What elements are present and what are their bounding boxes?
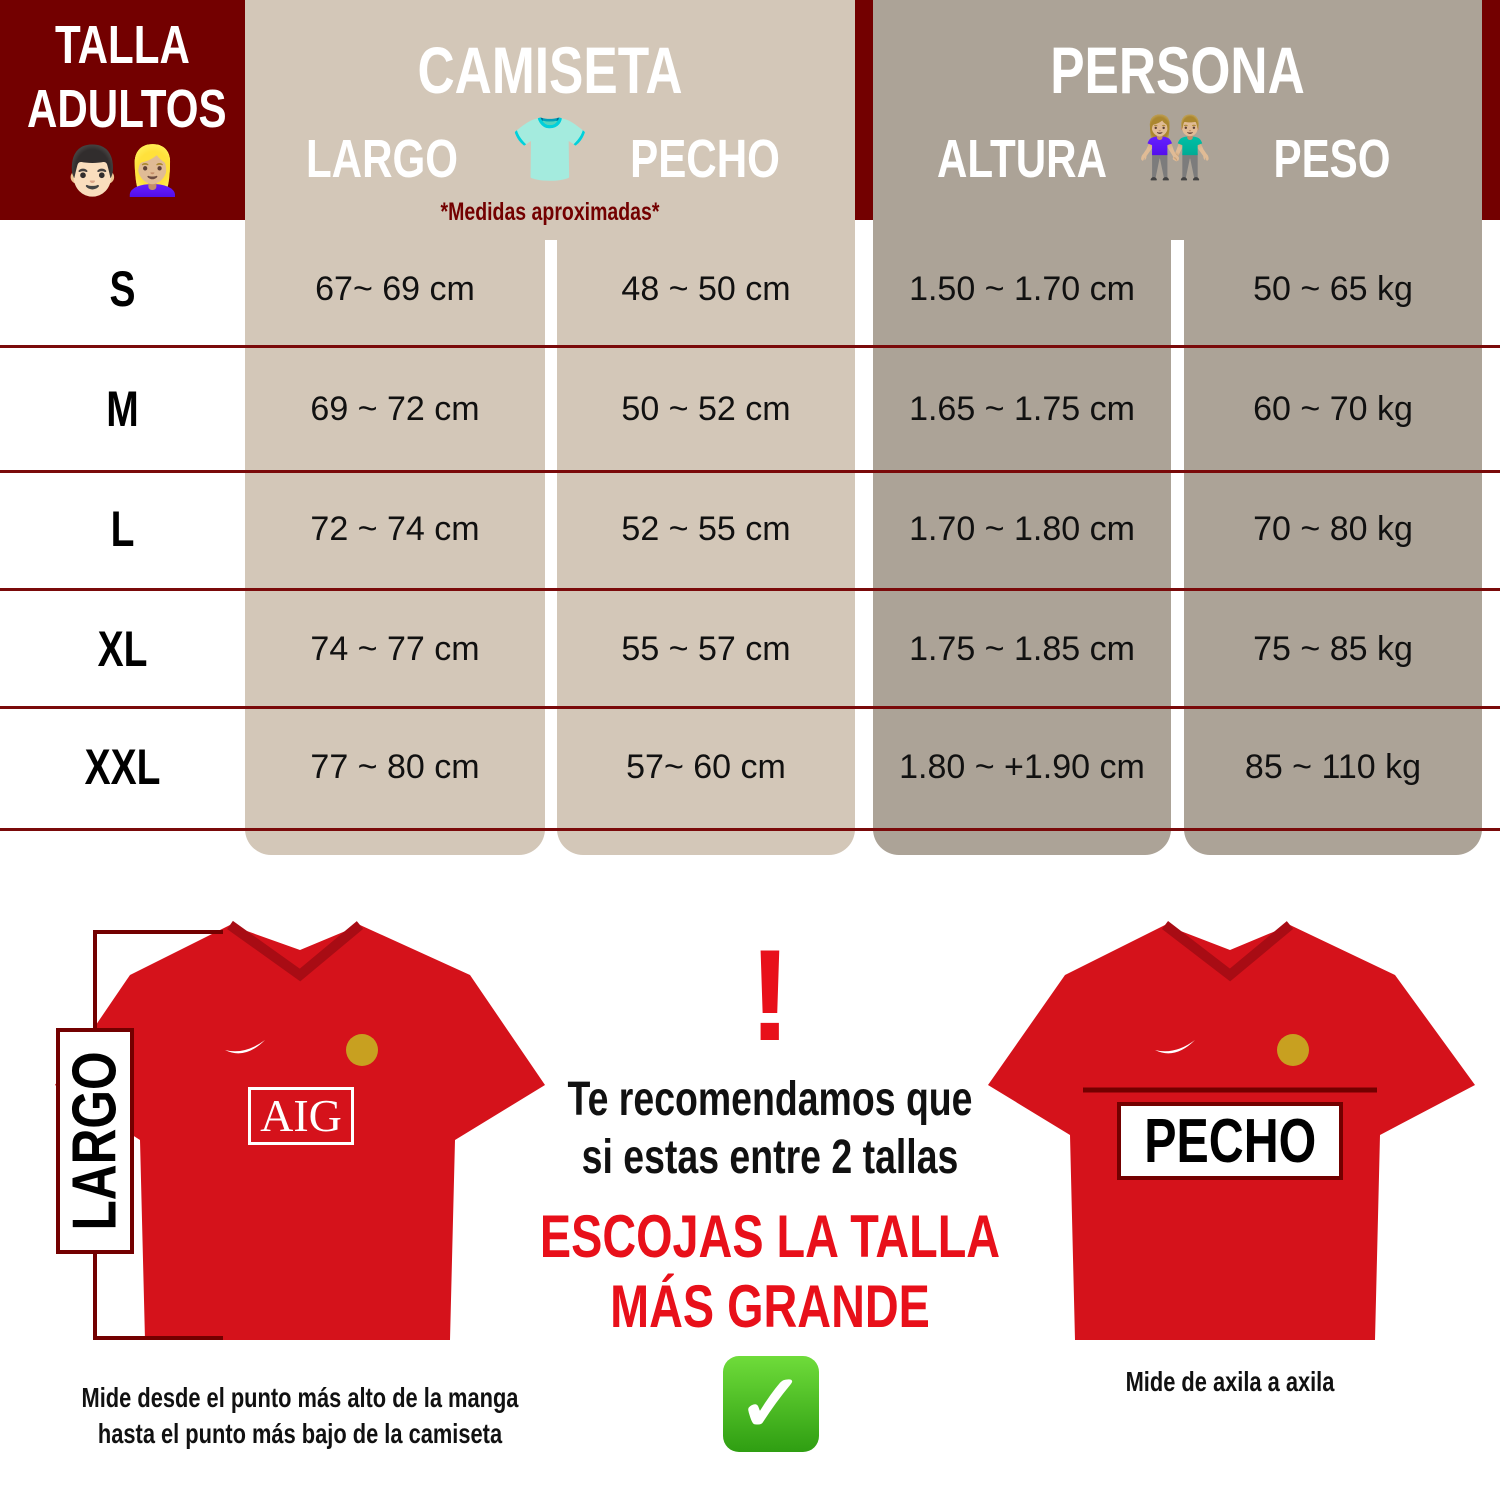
- cell-largo: 72 ~ 74 cm: [310, 510, 480, 548]
- row-divider: [0, 470, 1500, 473]
- cell-largo: 74 ~ 77 cm: [310, 630, 480, 668]
- cell-altura: 1.70 ~ 1.80 cm: [909, 510, 1135, 548]
- persona-title: PERSONA: [1050, 33, 1305, 107]
- peso-header: PESO: [1273, 129, 1391, 189]
- highlight-line-2: MÁS GRANDE: [610, 1273, 930, 1340]
- altura-column: [873, 230, 1171, 855]
- row-divider: [0, 588, 1500, 591]
- pecho-header: PECHO: [630, 129, 780, 189]
- adults-emoji: 👨🏻👱🏼‍♀️: [62, 145, 183, 198]
- highlight-line-1: ESCOJAS LA TALLA: [539, 1203, 1001, 1270]
- cell-pecho: 50 ~ 52 cm: [621, 390, 791, 428]
- cell-largo: 77 ~ 80 cm: [310, 748, 480, 786]
- largo-label: LARGO: [60, 1051, 130, 1231]
- largo-caption-2: hasta el punto más bajo de la camiseta: [97, 1418, 503, 1449]
- title-line-2: ADULTOS: [26, 79, 227, 139]
- cell-peso: 75 ~ 85 kg: [1253, 630, 1413, 668]
- pecho-label: PECHO: [1144, 1106, 1316, 1176]
- cell-peso: 60 ~ 70 kg: [1253, 390, 1413, 428]
- largo-caption-1: Mide desde el punto más alto de la manga: [81, 1382, 519, 1413]
- pecho-caption: Mide de axila a axila: [1125, 1366, 1335, 1397]
- cell-altura: 1.65 ~ 1.75 cm: [909, 390, 1135, 428]
- altura-header: ALTURA: [936, 129, 1107, 189]
- camiseta-header: [245, 0, 855, 240]
- title-line-1: TALLA: [55, 15, 190, 75]
- largo-column: [245, 230, 545, 855]
- cell-peso: 85 ~ 110 kg: [1244, 748, 1422, 786]
- cell-peso: 70 ~ 80 kg: [1253, 510, 1413, 548]
- cell-largo: 67~ 69 cm: [315, 270, 475, 308]
- sponsor-logo-left: AIG: [248, 1087, 354, 1145]
- shirt-icon: 👕: [510, 113, 590, 185]
- size-label: M: [106, 381, 139, 437]
- header-edge: [1482, 0, 1500, 220]
- cell-peso: 50 ~ 65 kg: [1253, 270, 1413, 308]
- size-label: XL: [97, 621, 148, 677]
- approx-note: *Medidas aproximadas*: [440, 198, 660, 226]
- peso-column: [1184, 230, 1482, 855]
- cell-pecho: 52 ~ 55 cm: [621, 510, 791, 548]
- row-divider: [0, 828, 1500, 831]
- header-divider: [855, 0, 873, 220]
- recommend-line-1: Te recomendamos que: [567, 1073, 973, 1126]
- pecho-column: [557, 230, 855, 855]
- cell-altura: 1.75 ~ 1.85 cm: [909, 630, 1135, 668]
- row-divider: [0, 706, 1500, 709]
- shirt-largo-image: [55, 920, 545, 1340]
- largo-header: LARGO: [305, 129, 459, 189]
- cell-pecho: 55 ~ 57 cm: [621, 630, 791, 668]
- cell-altura: 1.50 ~ 1.70 cm: [909, 270, 1135, 308]
- camiseta-title: CAMISETA: [417, 33, 683, 107]
- largo-label-box: LARGO: [56, 1028, 134, 1254]
- persona-header: [873, 0, 1482, 240]
- cell-pecho: 57~ 60 cm: [626, 748, 786, 786]
- pecho-label-box: PECHO: [1117, 1102, 1343, 1180]
- size-label: L: [110, 501, 135, 557]
- check-icon: ✓: [723, 1356, 819, 1452]
- cell-altura: 1.80 ~ +1.90 cm: [899, 748, 1145, 786]
- size-label: XXL: [84, 739, 161, 795]
- cell-pecho: 48 ~ 50 cm: [621, 270, 791, 308]
- row-divider: [0, 345, 1500, 348]
- cell-largo: 69 ~ 72 cm: [310, 390, 480, 428]
- couple-icon: 👫🏼: [1137, 114, 1213, 181]
- size-label: S: [109, 261, 136, 317]
- title-block: [0, 0, 245, 220]
- recommend-line-2: si estas entre 2 tallas: [581, 1131, 959, 1184]
- warning-icon: !: [748, 922, 792, 1068]
